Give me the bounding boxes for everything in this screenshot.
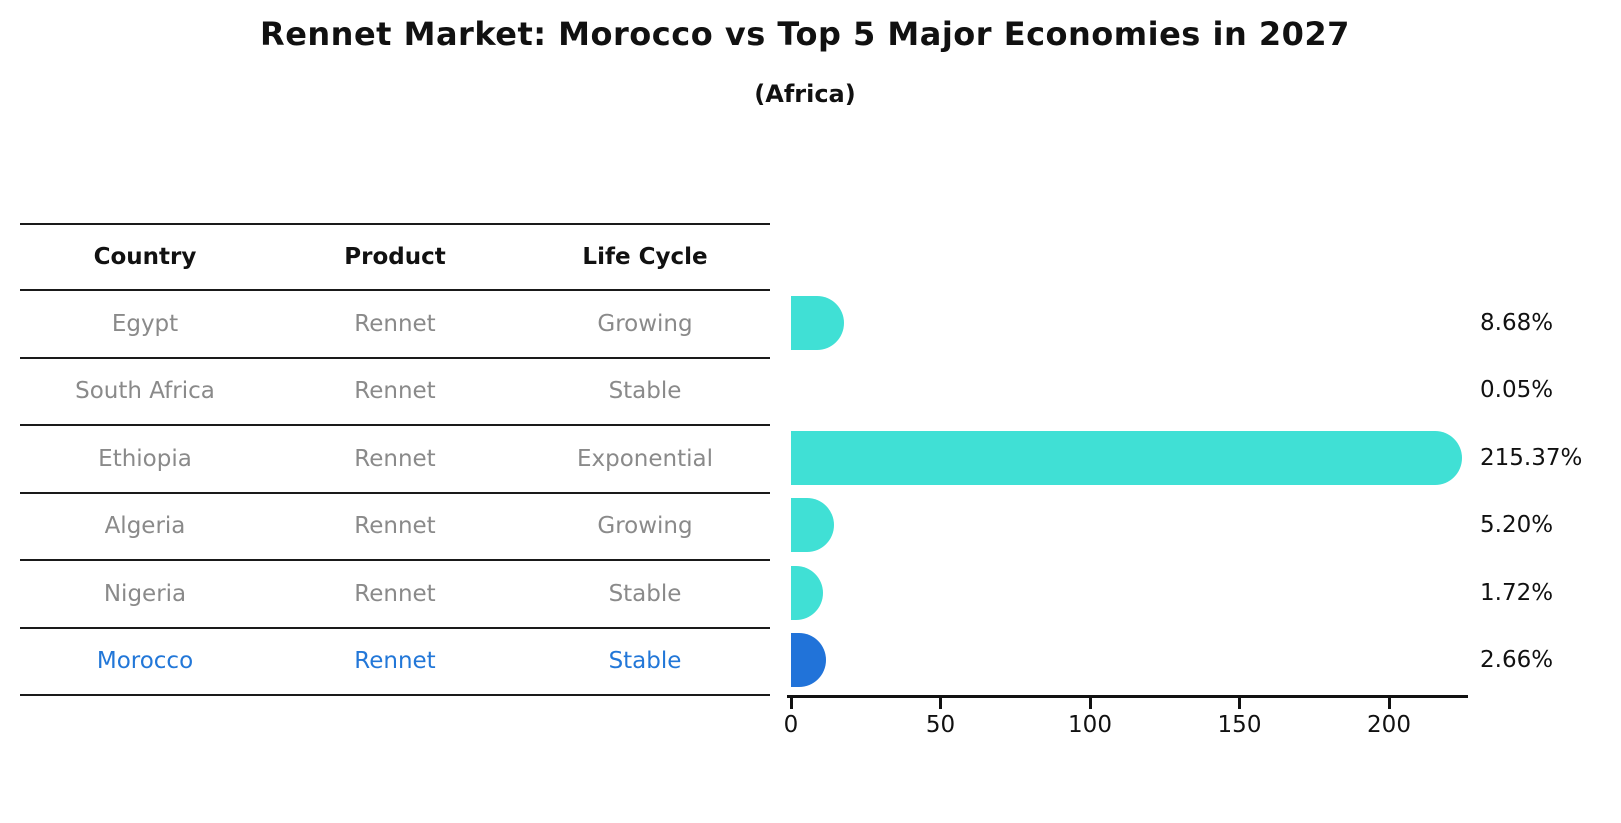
x-tick-200 (1387, 698, 1391, 709)
bar-egypt (791, 295, 844, 350)
table-row-morocco: Morocco Rennet Stable (20, 629, 770, 696)
column-header-life-cycle: Life Cycle (582, 244, 708, 270)
x-axis-line (787, 695, 1468, 698)
cell-country: Nigeria (103, 580, 187, 607)
country-table: Country Product Life Cycle Egypt Rennet Gr… (20, 223, 770, 696)
cell-life-cycle: Growing (597, 310, 693, 337)
bar-row-morocco: 2.66% (791, 627, 1621, 695)
bar-morocco (791, 633, 826, 688)
x-tick-100 (1088, 698, 1092, 709)
x-tick-label-0: 0 (783, 712, 799, 738)
bar-row-south-africa: 0.05% (791, 357, 1621, 425)
bar-row-egypt: 8.68% (791, 289, 1621, 357)
value-label-algeria: 5.20% (1480, 512, 1554, 539)
cell-product: Rennet (354, 513, 436, 540)
bar-nigeria (791, 565, 824, 620)
table-row-algeria: Algeria Rennet Growing (20, 494, 770, 561)
table-row-ethiopia: Ethiopia Rennet Exponential (20, 426, 770, 494)
x-tick-0 (789, 698, 793, 709)
x-tick-label-50: 50 (925, 712, 956, 738)
value-label-morocco: 2.66% (1480, 647, 1554, 674)
value-label-nigeria: 1.72% (1480, 579, 1554, 606)
cell-product: Rennet (354, 378, 436, 405)
cell-product: Rennet (354, 310, 436, 337)
bar-row-nigeria: 1.72% (791, 559, 1621, 627)
cell-country: Algeria (104, 513, 186, 540)
chart-title: Rennet Market: Morocco vs Top 5 Major Ec… (260, 15, 1350, 53)
x-tick-50 (939, 698, 942, 709)
cell-country: Egypt (111, 310, 179, 337)
bar-row-algeria: 5.20% (791, 492, 1621, 560)
table-row-egypt: Egypt Rennet Growing (20, 291, 770, 359)
x-tick-label-150: 150 (1217, 712, 1262, 738)
table-row-south-africa: South Africa Rennet Stable (20, 359, 770, 426)
table-body: Egypt Rennet Growing South Africa Rennet Stab… (20, 291, 770, 696)
cell-country: Morocco (96, 648, 194, 675)
column-header-product: Product (344, 244, 446, 270)
bar-algeria (791, 498, 834, 553)
bar-row-ethiopia: 215.37% (791, 424, 1621, 492)
table-header-row: Country Product Life Cycle (20, 223, 770, 291)
bar-ethiopia (791, 430, 1462, 485)
x-tick-label-200: 200 (1367, 712, 1411, 738)
value-label-egypt: 8.68% (1480, 309, 1554, 336)
table-row-nigeria: Nigeria Rennet Stable (20, 561, 770, 629)
cell-life-cycle: Stable (608, 648, 682, 675)
cell-product: Rennet (354, 648, 436, 675)
column-header-country: Country (93, 244, 197, 270)
value-label-south-africa: 0.05% (1480, 377, 1554, 404)
cell-country: Ethiopia (98, 445, 192, 472)
cell-life-cycle: Exponential (576, 445, 713, 472)
cell-country: South Africa (75, 378, 215, 405)
bar-plot: 8.68% 0.05% 215.37% 5.20% 1.72% 2.66% (791, 289, 1621, 694)
cell-product: Rennet (354, 580, 436, 607)
value-label-ethiopia: 215.37% (1480, 444, 1583, 471)
cell-product: Rennet (354, 445, 436, 472)
chart-subtitle: (Africa) (754, 80, 856, 108)
x-tick-label-100: 100 (1068, 712, 1112, 738)
cell-life-cycle: Stable (608, 580, 682, 607)
cell-life-cycle: Stable (608, 378, 682, 405)
cell-life-cycle: Growing (597, 513, 693, 540)
x-tick-150 (1238, 698, 1241, 709)
